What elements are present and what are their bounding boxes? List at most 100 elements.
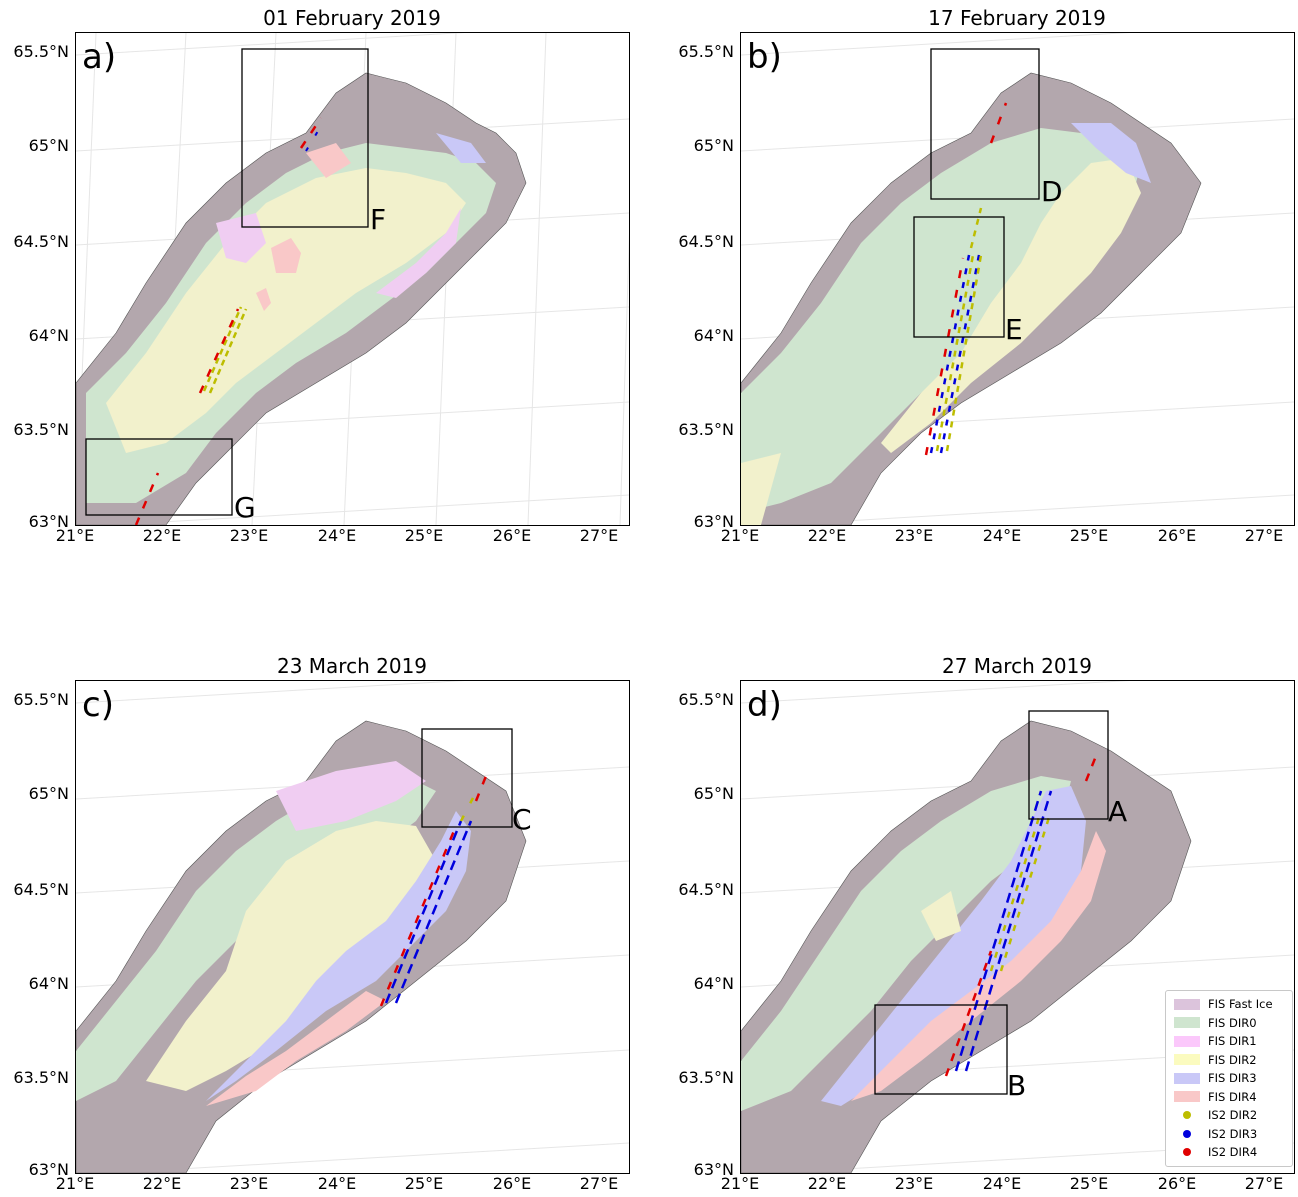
box-d xyxy=(930,48,1040,200)
x-tick-label: 22°E xyxy=(142,1174,182,1193)
legend-item: FIS DIR0 xyxy=(1174,1014,1284,1033)
x-tick-label: 25°E xyxy=(404,526,444,545)
dir2-area xyxy=(921,891,961,941)
legend-swatch xyxy=(1174,1035,1200,1047)
is2-track-dir2 xyxy=(202,306,248,394)
is2-track-dir3 xyxy=(954,790,1053,1072)
y-tick-label: 63°N xyxy=(693,512,734,531)
y-tick-label: 63°N xyxy=(28,1160,69,1179)
y-tick-label: 63.5°N xyxy=(13,420,69,439)
dir1-area xyxy=(216,213,266,263)
legend-item: IS2 DIR2 xyxy=(1174,1106,1284,1125)
legend-label: IS2 DIR2 xyxy=(1208,1108,1258,1123)
y-tick-label: 63.5°N xyxy=(678,1068,734,1087)
y-tick-label: 63.5°N xyxy=(13,1068,69,1087)
dir1-area xyxy=(276,761,426,831)
legend-dot-icon xyxy=(1174,1148,1200,1157)
box-f xyxy=(241,48,369,228)
is2-track-dir3 xyxy=(929,254,981,454)
y-tick-label: 63°N xyxy=(693,1160,734,1179)
panel-letter: a) xyxy=(82,37,117,77)
x-tick-label: 24°E xyxy=(982,526,1022,545)
legend-label: FIS DIR1 xyxy=(1208,1034,1257,1049)
y-tick-label: 65°N xyxy=(693,784,734,803)
dir2-area xyxy=(146,821,436,1091)
y-tick-label: 65°N xyxy=(28,136,69,155)
x-tick-label: 24°E xyxy=(982,1174,1022,1193)
y-tick-label: 64°N xyxy=(28,974,69,993)
legend-item: FIS DIR2 xyxy=(1174,1051,1284,1070)
box-label-b: B xyxy=(1007,1069,1026,1102)
map-frame: C c) xyxy=(75,680,630,1174)
legend-items: FIS Fast Ice FIS DIR0 FIS DIR1 FIS DIR2 FIS … xyxy=(1174,995,1284,1162)
box-e xyxy=(913,216,1005,338)
y-tick-label: 63°N xyxy=(28,512,69,531)
is2-track-dir4 xyxy=(379,775,488,1007)
panel-letter: b) xyxy=(747,37,782,77)
x-tick-label: 27°E xyxy=(1244,1174,1284,1193)
legend-swatch xyxy=(1174,1091,1200,1103)
x-tick-label: 26°E xyxy=(1157,1174,1197,1193)
y-tick-label: 63.5°N xyxy=(678,420,734,439)
x-tick-label: 22°E xyxy=(807,1174,847,1193)
dir3-area xyxy=(821,786,1086,1106)
dir2-area xyxy=(741,453,781,525)
box-a xyxy=(1028,710,1109,820)
legend-label: FIS DIR3 xyxy=(1208,1071,1257,1086)
panel-title: 17 February 2019 xyxy=(928,6,1106,30)
dir2-area xyxy=(106,168,466,453)
x-tick-label: 21°E xyxy=(55,1174,95,1193)
x-tick-label: 26°E xyxy=(1157,526,1197,545)
box-b xyxy=(874,1004,1008,1095)
box-label-g: G xyxy=(234,491,256,524)
panel-title: 23 March 2019 xyxy=(276,654,428,678)
panel-letter: c) xyxy=(82,685,114,725)
box-label-e: E xyxy=(1005,313,1023,346)
x-tick-label: 24°E xyxy=(317,526,357,545)
y-tick-label: 65°N xyxy=(28,784,69,803)
x-tick-label: 25°E xyxy=(1069,526,1109,545)
x-tick-label: 21°E xyxy=(55,526,95,545)
legend-item: FIS Fast Ice xyxy=(1174,995,1284,1014)
y-tick-label: 64°N xyxy=(693,974,734,993)
x-tick-label: 21°E xyxy=(720,526,760,545)
legend-swatch xyxy=(1174,1072,1200,1084)
legend-label: IS2 DIR3 xyxy=(1208,1126,1258,1141)
map-canvas: F G xyxy=(76,33,629,525)
legend-dot-icon xyxy=(1174,1111,1200,1120)
is2-track-dir3 xyxy=(384,820,473,1004)
map-frame: D E b) xyxy=(740,32,1295,526)
y-tick-label: 64.5°N xyxy=(678,880,734,899)
map-canvas: C xyxy=(76,681,629,1173)
x-tick-label: 22°E xyxy=(807,526,847,545)
legend-swatch xyxy=(1174,1054,1200,1066)
x-tick-label: 22°E xyxy=(142,526,182,545)
y-tick-label: 64.5°N xyxy=(13,880,69,899)
box-c xyxy=(421,728,513,828)
dir3-area xyxy=(206,811,471,1101)
y-tick-label: 65.5°N xyxy=(13,42,69,61)
is2-track-dir2 xyxy=(935,207,983,452)
legend-item: IS2 DIR4 xyxy=(1174,1143,1284,1162)
x-tick-label: 27°E xyxy=(579,1174,619,1193)
box-label-d: D xyxy=(1041,175,1063,208)
legend-label: FIS Fast Ice xyxy=(1208,997,1273,1012)
is2-track-dir2 xyxy=(459,795,476,822)
y-tick-label: 64.5°N xyxy=(13,232,69,251)
y-tick-label: 65.5°N xyxy=(13,690,69,709)
legend-label: FIS DIR2 xyxy=(1208,1052,1257,1067)
legend-label: FIS DIR4 xyxy=(1208,1089,1257,1104)
legend-dot-icon xyxy=(1174,1129,1200,1138)
y-tick-label: 64.5°N xyxy=(678,232,734,251)
panel-title: 27 March 2019 xyxy=(941,654,1093,678)
y-tick-label: 65.5°N xyxy=(678,690,734,709)
x-tick-label: 27°E xyxy=(579,526,619,545)
x-tick-label: 23°E xyxy=(229,526,269,545)
y-tick-label: 65°N xyxy=(693,136,734,155)
is2-track-dir4 xyxy=(944,755,1098,1077)
legend-item: FIS DIR1 xyxy=(1174,1032,1284,1051)
box-label-c: C xyxy=(512,803,532,836)
box-g xyxy=(85,438,233,516)
map-canvas: A B xyxy=(741,681,1294,1173)
x-tick-label: 23°E xyxy=(894,526,934,545)
